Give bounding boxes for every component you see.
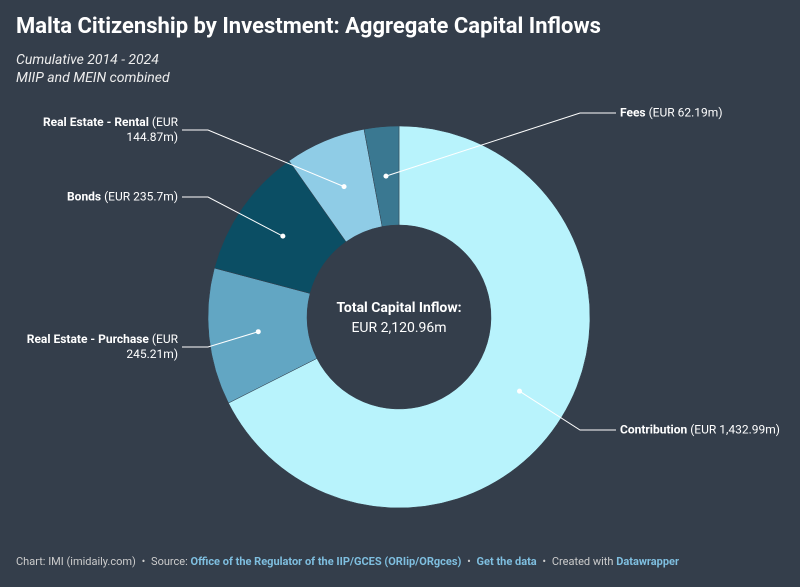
source-link[interactable]: Office of the Regulator of the IIP/GCES … <box>190 555 462 568</box>
value-label: (EUR 144.87m) <box>126 115 178 144</box>
slice <box>363 125 400 227</box>
datawrapper-link[interactable]: Datawrapper <box>616 555 679 568</box>
category-label: Real Estate - Rental <box>42 115 149 129</box>
separator: • <box>542 555 547 568</box>
center-title: Total Capital Inflow: <box>336 300 462 316</box>
center-label: Total Capital Inflow: EUR 2,120.96m <box>299 298 499 338</box>
leader-dot <box>280 233 286 239</box>
credit: Chart: IMI (imidaily.com) <box>16 555 136 568</box>
chart-title: Malta Citizenship by Investment: Aggrega… <box>16 14 601 39</box>
category-label: Real Estate - Purchase <box>26 332 149 346</box>
leader-line <box>182 129 345 188</box>
separator: • <box>141 555 146 568</box>
category-label: Bonds <box>67 189 102 204</box>
slice-label: Real Estate - Rental (EUR 144.87m) <box>8 115 178 145</box>
center-value: EUR 2,120.96m <box>351 320 447 336</box>
subtitle: MIIP and MEIN combined <box>16 70 170 86</box>
footer: Chart: IMI (imidaily.com) • Source: Offi… <box>16 555 679 568</box>
leader-dot <box>383 173 389 179</box>
subtitle: Cumulative 2014 - 2024 <box>16 52 159 68</box>
slice <box>228 125 591 509</box>
source-label: Source: <box>151 555 188 568</box>
leader-line <box>385 112 616 177</box>
value-label: (EUR 235.7m) <box>104 189 178 204</box>
value-label: (EUR 1,432.99m) <box>690 422 780 437</box>
get-data-link[interactable]: Get the data <box>476 555 537 568</box>
value-label: (EUR 245.21m) <box>126 332 178 361</box>
separator: • <box>467 555 471 568</box>
leader-dot <box>341 184 347 190</box>
value-label: (EUR 62.19m) <box>648 105 723 120</box>
leader-line <box>182 331 259 348</box>
slice-label: Bonds (EUR 235.7m) <box>8 190 178 205</box>
created-label: Created with <box>551 555 614 568</box>
leader-line <box>519 390 616 431</box>
slice-label: Real Estate - Purchase (EUR 245.21m) <box>8 332 178 362</box>
category-label: Fees <box>620 105 646 120</box>
category-label: Contribution <box>620 422 688 437</box>
leader-dot <box>517 388 523 394</box>
slice-label: Contribution (EUR 1,432.99m) <box>620 423 800 438</box>
leader-line <box>182 196 284 237</box>
leader-dot <box>255 329 261 335</box>
slice-label: Fees (EUR 62.19m) <box>620 106 800 121</box>
